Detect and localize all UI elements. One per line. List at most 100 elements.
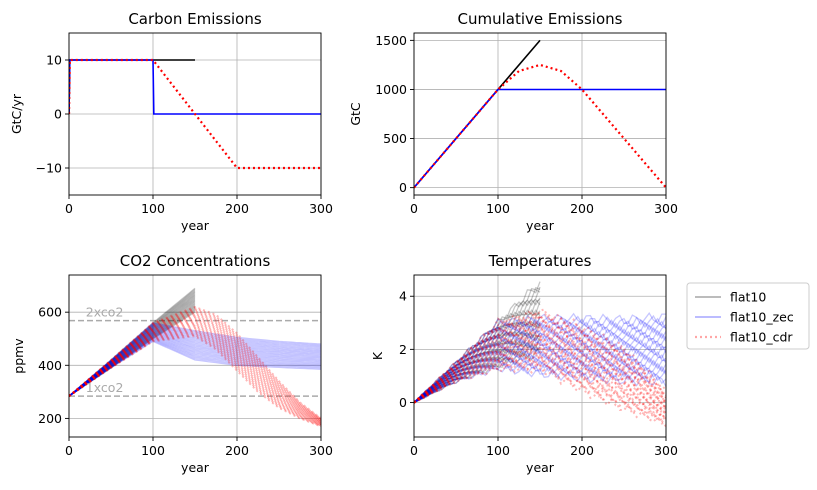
ensemble-member-flat10_zec bbox=[414, 350, 666, 404]
ensemble-member-flat10_zec bbox=[69, 330, 321, 397]
ensemble-member-flat10 bbox=[414, 335, 541, 403]
series-flat10_zec bbox=[69, 322, 321, 397]
ensemble-member-flat10_zec bbox=[69, 322, 321, 397]
ensemble-member-flat10 bbox=[69, 294, 196, 397]
ensemble-member-flat10_cdr bbox=[414, 330, 666, 408]
ensemble-member-flat10_zec bbox=[414, 331, 666, 404]
ensemble-member-flat10_cdr bbox=[414, 325, 666, 404]
axes-frame bbox=[413, 32, 667, 196]
ensemble-member-flat10 bbox=[69, 303, 196, 397]
ensemble-member-flat10 bbox=[69, 290, 196, 397]
ensemble-member-flat10 bbox=[69, 287, 196, 397]
ensemble-member-flat10_zec bbox=[414, 343, 666, 403]
plot-area bbox=[414, 39, 666, 189]
ensemble-member-flat10_zec bbox=[414, 364, 666, 404]
ensemble-member-flat10_zec bbox=[69, 336, 321, 397]
ensemble-member-flat10 bbox=[414, 297, 541, 404]
ensemble-member-flat10_cdr bbox=[414, 340, 666, 415]
ensemble-member-flat10_cdr bbox=[69, 316, 321, 423]
series-flat10_cdr bbox=[414, 308, 666, 428]
ensemble-member-flat10 bbox=[69, 310, 196, 397]
chart-title: Temperatures bbox=[488, 252, 592, 270]
x-tick-label: 0 bbox=[65, 443, 73, 458]
ensemble-member-flat10_cdr bbox=[414, 342, 666, 416]
ensemble-member-flat10 bbox=[69, 304, 196, 397]
ensemble-member-flat10_zec bbox=[414, 357, 666, 404]
ensemble-member-flat10 bbox=[69, 293, 196, 397]
ensemble-member-flat10 bbox=[69, 297, 196, 397]
ensemble-member-flat10_zec bbox=[414, 341, 666, 404]
y-tick-label: 1500 bbox=[375, 33, 407, 48]
ensemble-member-flat10 bbox=[69, 292, 196, 397]
ensemble-member-flat10 bbox=[414, 286, 541, 403]
axes-frame bbox=[68, 274, 322, 438]
x-axis-label: year bbox=[181, 218, 210, 233]
ensemble-member-flat10_zec bbox=[69, 329, 321, 397]
x-tick-label: 0 bbox=[410, 443, 418, 458]
x-tick-label: 300 bbox=[309, 201, 333, 216]
ensemble-member-flat10 bbox=[69, 302, 196, 397]
x-tick-label: 100 bbox=[486, 443, 510, 458]
ensemble-member-flat10_zec bbox=[414, 362, 666, 403]
x-tick-label: 200 bbox=[225, 201, 249, 216]
y-axis-label: GtC bbox=[348, 102, 363, 126]
ensemble-member-flat10_cdr bbox=[414, 317, 666, 404]
ensemble-member-flat10 bbox=[69, 291, 196, 397]
ensemble-member-flat10_zec bbox=[414, 346, 666, 403]
legend-label-flat10_cdr: flat10_cdr bbox=[730, 330, 793, 345]
ensemble-member-flat10_zec bbox=[69, 335, 321, 397]
panel-carbon: 0 100 200 300 −10 0 10 Carbon Emissions year GtC/… bbox=[9, 10, 333, 233]
ensemble-member-flat10_zec bbox=[414, 352, 666, 403]
x-tick-label: 100 bbox=[141, 201, 165, 216]
ensemble-member-flat10_zec bbox=[69, 338, 321, 397]
ensemble-member-flat10_zec bbox=[414, 320, 666, 404]
ensemble-member-flat10_zec bbox=[414, 317, 666, 403]
y-tick-label: 1000 bbox=[375, 82, 407, 97]
ensemble-member-flat10_zec bbox=[69, 323, 321, 397]
ensemble-member-flat10_cdr bbox=[69, 321, 321, 424]
ensemble-member-flat10 bbox=[414, 287, 541, 403]
ensemble-member-flat10 bbox=[414, 336, 541, 404]
plot-area bbox=[69, 287, 321, 428]
y-tick-label: 2 bbox=[399, 342, 407, 357]
ensemble-member-flat10 bbox=[69, 305, 196, 397]
ensemble-member-flat10 bbox=[414, 286, 541, 404]
x-tick-label: 0 bbox=[65, 201, 73, 216]
ensemble-member-flat10 bbox=[69, 299, 196, 397]
ensemble-member-flat10_cdr bbox=[69, 319, 321, 424]
ensemble-member-flat10_cdr bbox=[414, 336, 666, 408]
ensemble-member-flat10_cdr bbox=[69, 332, 321, 427]
series-flat10 bbox=[69, 287, 196, 397]
ensemble-member-flat10 bbox=[414, 346, 541, 404]
ensemble-member-flat10 bbox=[414, 316, 541, 404]
x-tick-label: 100 bbox=[141, 443, 165, 458]
line-flat10_cdr bbox=[69, 58, 321, 170]
ensemble-member-flat10_zec bbox=[69, 332, 321, 397]
ensemble-member-flat10_zec bbox=[69, 339, 321, 397]
reference-label-1xco2: 1xco2 bbox=[86, 380, 124, 395]
y-axis-label: ppmv bbox=[11, 338, 26, 374]
ensemble-member-flat10_cdr bbox=[69, 314, 321, 422]
ensemble-member-flat10_cdr bbox=[69, 329, 321, 426]
x-axis-label: year bbox=[181, 460, 210, 475]
ensemble-member-flat10 bbox=[69, 309, 196, 397]
ensemble-member-flat10_zec bbox=[69, 325, 321, 397]
ensemble-member-flat10_zec bbox=[69, 331, 321, 397]
y-tick-label: 0 bbox=[399, 395, 407, 410]
ensemble-member-flat10_zec bbox=[414, 360, 666, 404]
ensemble-member-flat10 bbox=[69, 311, 196, 397]
ensemble-member-flat10 bbox=[69, 308, 196, 397]
ensemble-member-flat10_zec bbox=[69, 337, 321, 397]
x-tick-label: 200 bbox=[570, 201, 594, 216]
x-tick-label: 100 bbox=[486, 201, 510, 216]
ensemble-member-flat10_cdr bbox=[69, 312, 321, 422]
ensemble-member-flat10_cdr bbox=[69, 333, 321, 427]
ensemble-member-flat10 bbox=[414, 321, 541, 403]
ensemble-member-flat10_zec bbox=[414, 312, 666, 404]
ensemble-member-flat10_zec bbox=[69, 330, 321, 397]
ensemble-member-flat10 bbox=[414, 299, 541, 403]
y-tick-label: 600 bbox=[38, 305, 62, 320]
y-tick-label: 0 bbox=[54, 107, 62, 122]
ensemble-member-flat10_zec bbox=[69, 328, 321, 397]
y-tick-label: −10 bbox=[36, 161, 62, 176]
